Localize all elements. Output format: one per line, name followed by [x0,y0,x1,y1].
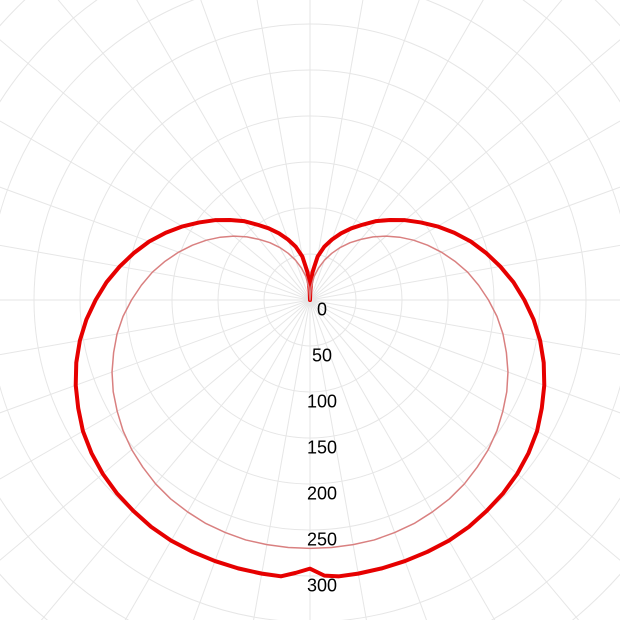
polar-chart-svg [0,0,620,620]
polar-chart: 050100150200250300 [0,0,620,620]
